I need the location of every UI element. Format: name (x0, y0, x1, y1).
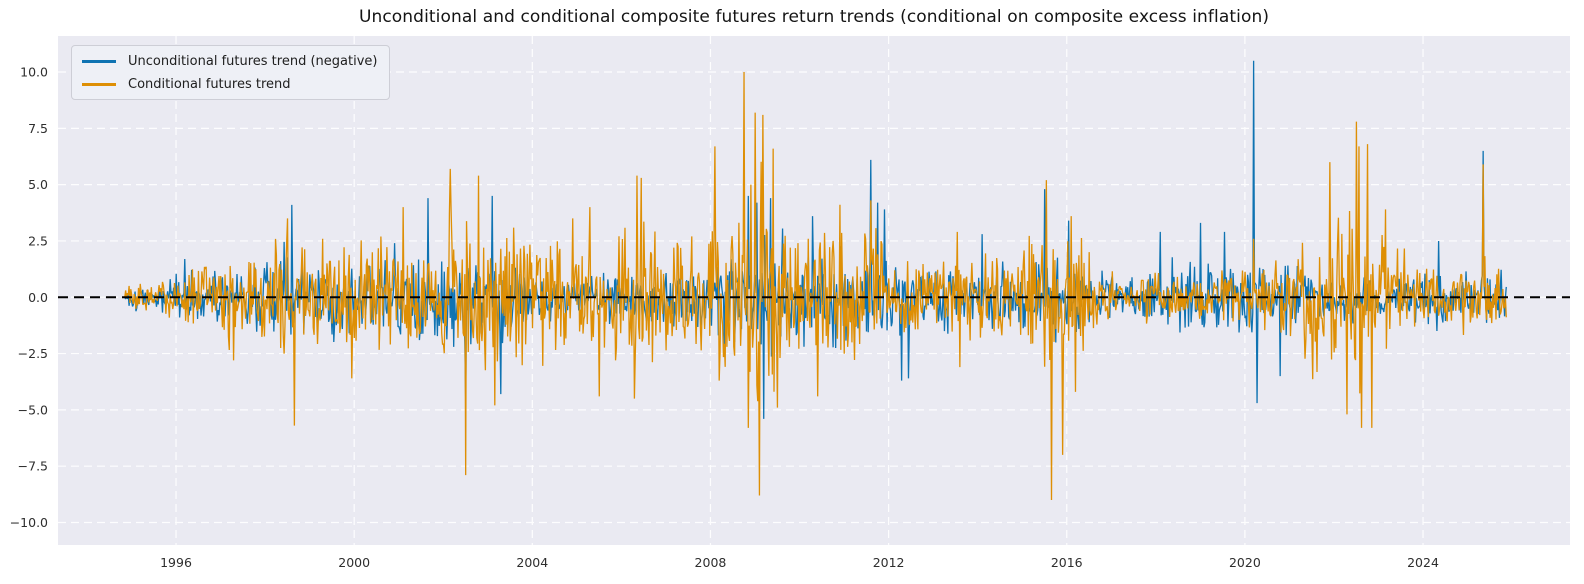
y-tick-label: −10.0 (10, 515, 48, 530)
x-axis-tick-labels: 1996 2000 2004 2008 2012 2016 2020 2024 (160, 555, 1439, 570)
y-tick-label: 10.0 (20, 65, 48, 80)
x-tick-label: 2012 (873, 555, 905, 570)
x-tick-label: 2024 (1407, 555, 1439, 570)
x-tick-label: 2020 (1229, 555, 1261, 570)
y-tick-label: 0.0 (28, 290, 48, 305)
x-tick-label: 2004 (516, 555, 548, 570)
conditional-trend-line (124, 72, 1507, 500)
conditional-line-swatch (82, 82, 116, 86)
legend-item-conditional: Conditional futures trend (82, 75, 377, 93)
legend-item-unconditional: Unconditional futures trend (negative) (82, 52, 377, 70)
x-tick-label: 2016 (1051, 555, 1083, 570)
x-tick-label: 2008 (695, 555, 727, 570)
y-tick-label: −2.5 (18, 346, 48, 361)
y-tick-label: 2.5 (28, 233, 48, 248)
y-tick-label: −5.0 (18, 402, 48, 417)
legend-label-conditional: Conditional futures trend (128, 76, 291, 92)
unconditional-line-swatch (82, 59, 116, 63)
x-tick-label: 1996 (160, 555, 192, 570)
x-tick-label: 2000 (338, 555, 370, 570)
y-tick-label: 5.0 (28, 177, 48, 192)
legend: Unconditional futures trend (negative) C… (71, 45, 391, 100)
y-tick-label: 7.5 (28, 121, 48, 136)
chart-title: Unconditional and conditional composite … (358, 7, 1270, 27)
y-axis-tick-labels: −10.0 −7.5 −5.0 −2.5 0.0 2.5 5.0 7.5 10.0 (10, 65, 48, 530)
legend-label-unconditional: Unconditional futures trend (negative) (128, 53, 378, 69)
y-tick-label: −7.5 (18, 459, 48, 474)
